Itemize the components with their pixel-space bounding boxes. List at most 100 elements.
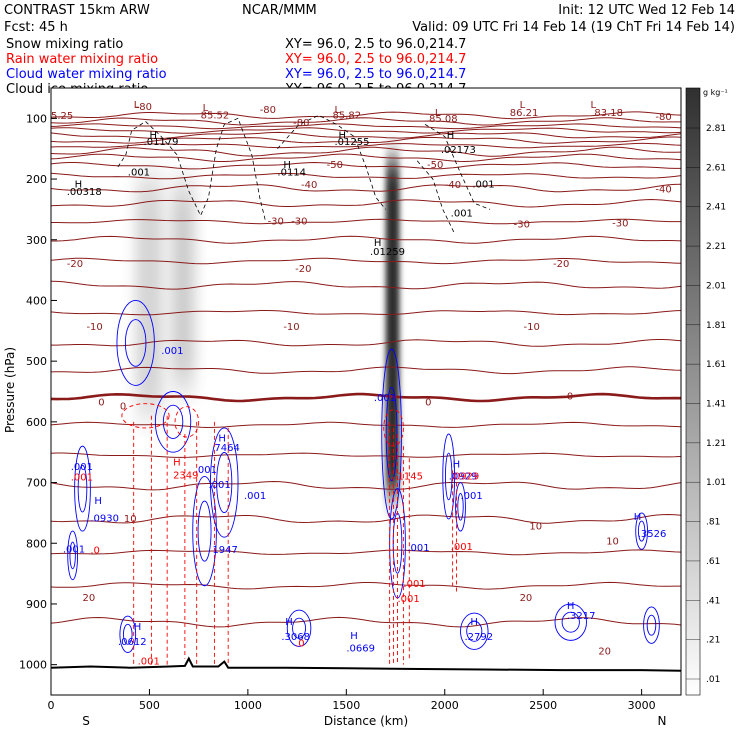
cloud-ice-contour: [424, 124, 491, 210]
contour-label: 10: [606, 536, 619, 547]
contour-label: 20: [83, 593, 96, 604]
field-label-snow: Snow mixing ratio: [6, 37, 123, 52]
colorbar-label: .01: [706, 675, 720, 685]
temperature-contour-line: [51, 421, 681, 429]
contour-label: -10: [283, 322, 299, 333]
plot-frame: [50, 87, 682, 696]
contour-label: .001: [71, 473, 93, 484]
cloud-water-contour: [466, 620, 483, 642]
cloud-water-contour: [455, 482, 466, 532]
contour-label: -10: [524, 322, 540, 333]
rain-water-contour: [121, 403, 170, 429]
contour-label: .0929: [451, 472, 480, 483]
temperature-contour-line: [51, 480, 681, 491]
rain-water-contour: [174, 406, 200, 438]
contour-label: .0114: [277, 167, 306, 178]
y-tick-label: 1000: [19, 659, 47, 672]
contour-label: -80: [655, 112, 671, 123]
temperature-contour-line: [51, 257, 681, 265]
snow-shading-layer: [135, 160, 400, 495]
contour-label: H: [285, 617, 293, 628]
terrain-line: [51, 656, 681, 672]
contour-label: -20: [67, 259, 83, 270]
rain-water-contours: [121, 403, 458, 665]
contour-label: H: [350, 631, 358, 642]
y-axis-label: Pressure (hPa): [3, 347, 17, 433]
temperature-contour-line: [51, 111, 681, 120]
contour-label: H: [470, 617, 478, 628]
temperature-contour-line: [51, 172, 681, 180]
contour-label: .0669: [346, 643, 375, 654]
contour-label: 0: [120, 402, 126, 413]
valid-time: Valid: 09 UTC Fri 14 Feb 14 (19 ChT Fri …: [412, 20, 735, 35]
temperature-contour-line: [51, 452, 681, 458]
cloud-ice-contour: [117, 117, 266, 222]
temperature-contour-line: [51, 131, 681, 139]
x-axis-label: Distance (km): [324, 714, 408, 728]
colorbar-label: .21: [706, 636, 720, 646]
temperature-contour-line: [51, 513, 681, 524]
temperature-contour-line: [51, 392, 681, 403]
contour-label: L: [203, 103, 209, 114]
contour-label: -10: [86, 322, 102, 333]
y-tick-label: 600: [26, 416, 47, 429]
contour-label: 5.25: [51, 111, 73, 122]
contour-label: .001: [138, 657, 160, 668]
contour-label: .0929: [449, 472, 478, 483]
contour-label: .02173: [441, 145, 476, 156]
contour-label: .001: [128, 167, 150, 178]
contour-label: .01255: [335, 137, 370, 148]
colorbar-label: 1.21: [706, 439, 726, 449]
x-tick-label: 2000: [431, 699, 459, 712]
contour-label: .001: [244, 491, 266, 502]
contour-label: H: [634, 512, 642, 523]
colorbar-label: 2.41: [706, 203, 726, 213]
contour-label: .001: [461, 491, 483, 502]
contour-label: .01179: [144, 137, 179, 148]
contour-label: .3217: [567, 611, 596, 622]
contour-label: -20: [553, 259, 569, 270]
temperature-contour-line: [51, 218, 681, 225]
contour-label: H: [453, 459, 461, 470]
x-axis-north-label: N: [658, 714, 667, 728]
field-xy-cloud-water: XY= 96.0, 2.5 to 96.0,214.7: [285, 67, 466, 82]
colorbar-label: 1.01: [706, 478, 726, 488]
contour-label: L: [435, 108, 441, 119]
contour-label: -20: [295, 264, 311, 275]
contour-label: .001: [374, 393, 396, 404]
y-tick-label: 500: [26, 355, 47, 368]
cloud-water-contour: [637, 520, 646, 542]
contour-label: -40: [301, 180, 317, 191]
field-xy-rain: XY= 96.0, 2.5 to 96.0,214.7: [285, 52, 466, 67]
contour-label: H: [94, 496, 102, 507]
x-tick-label: 500: [139, 699, 160, 712]
contour-label: .0930: [90, 513, 119, 524]
x-tick-label: 0: [48, 699, 55, 712]
contour-label: 20: [520, 593, 533, 604]
temperature-contour-line: [51, 146, 681, 157]
contour-label: -30: [268, 217, 284, 228]
temperature-contour-line: [51, 366, 681, 375]
temperature-contour-line: [51, 117, 681, 126]
contour-label: 2349: [173, 470, 198, 481]
x-tick-label: 1500: [332, 699, 360, 712]
temperature-contour-line: [51, 183, 681, 193]
cloud-water-contour: [124, 319, 147, 367]
y-tick-label: 400: [26, 294, 47, 307]
contour-label: 1947: [212, 545, 237, 556]
contour-label: .3526: [638, 529, 667, 540]
contour-label: -30: [612, 218, 628, 229]
cloud-water-contour: [154, 391, 192, 453]
contour-label: L: [335, 105, 341, 116]
x-axis-south-label: S: [82, 714, 90, 728]
forecast-hour: Fcst: 45 h: [4, 20, 68, 35]
cloud-water-contour: [646, 614, 657, 636]
axes: 0 500 1000 1500 2000 2500 30001002003004005006…: [19, 112, 656, 712]
contour-label: .00318: [67, 187, 102, 198]
cloud-water-contours: [67, 300, 660, 653]
y-tick-label: 200: [26, 173, 47, 186]
contour-label: H: [338, 130, 346, 141]
contour-label: .001: [398, 594, 420, 605]
colorbar-label: 2.81: [706, 124, 726, 134]
